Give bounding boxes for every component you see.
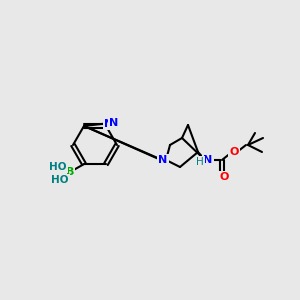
Text: N: N [104, 119, 114, 129]
Text: N: N [158, 155, 168, 165]
Text: O: O [219, 172, 229, 182]
Text: HO: HO [49, 162, 67, 172]
Text: N: N [158, 155, 168, 165]
Text: O: O [229, 147, 239, 157]
Text: N: N [203, 155, 213, 165]
Text: H: H [196, 157, 204, 167]
Text: HO: HO [51, 175, 69, 185]
Text: B: B [66, 167, 74, 177]
Text: N: N [110, 118, 118, 128]
